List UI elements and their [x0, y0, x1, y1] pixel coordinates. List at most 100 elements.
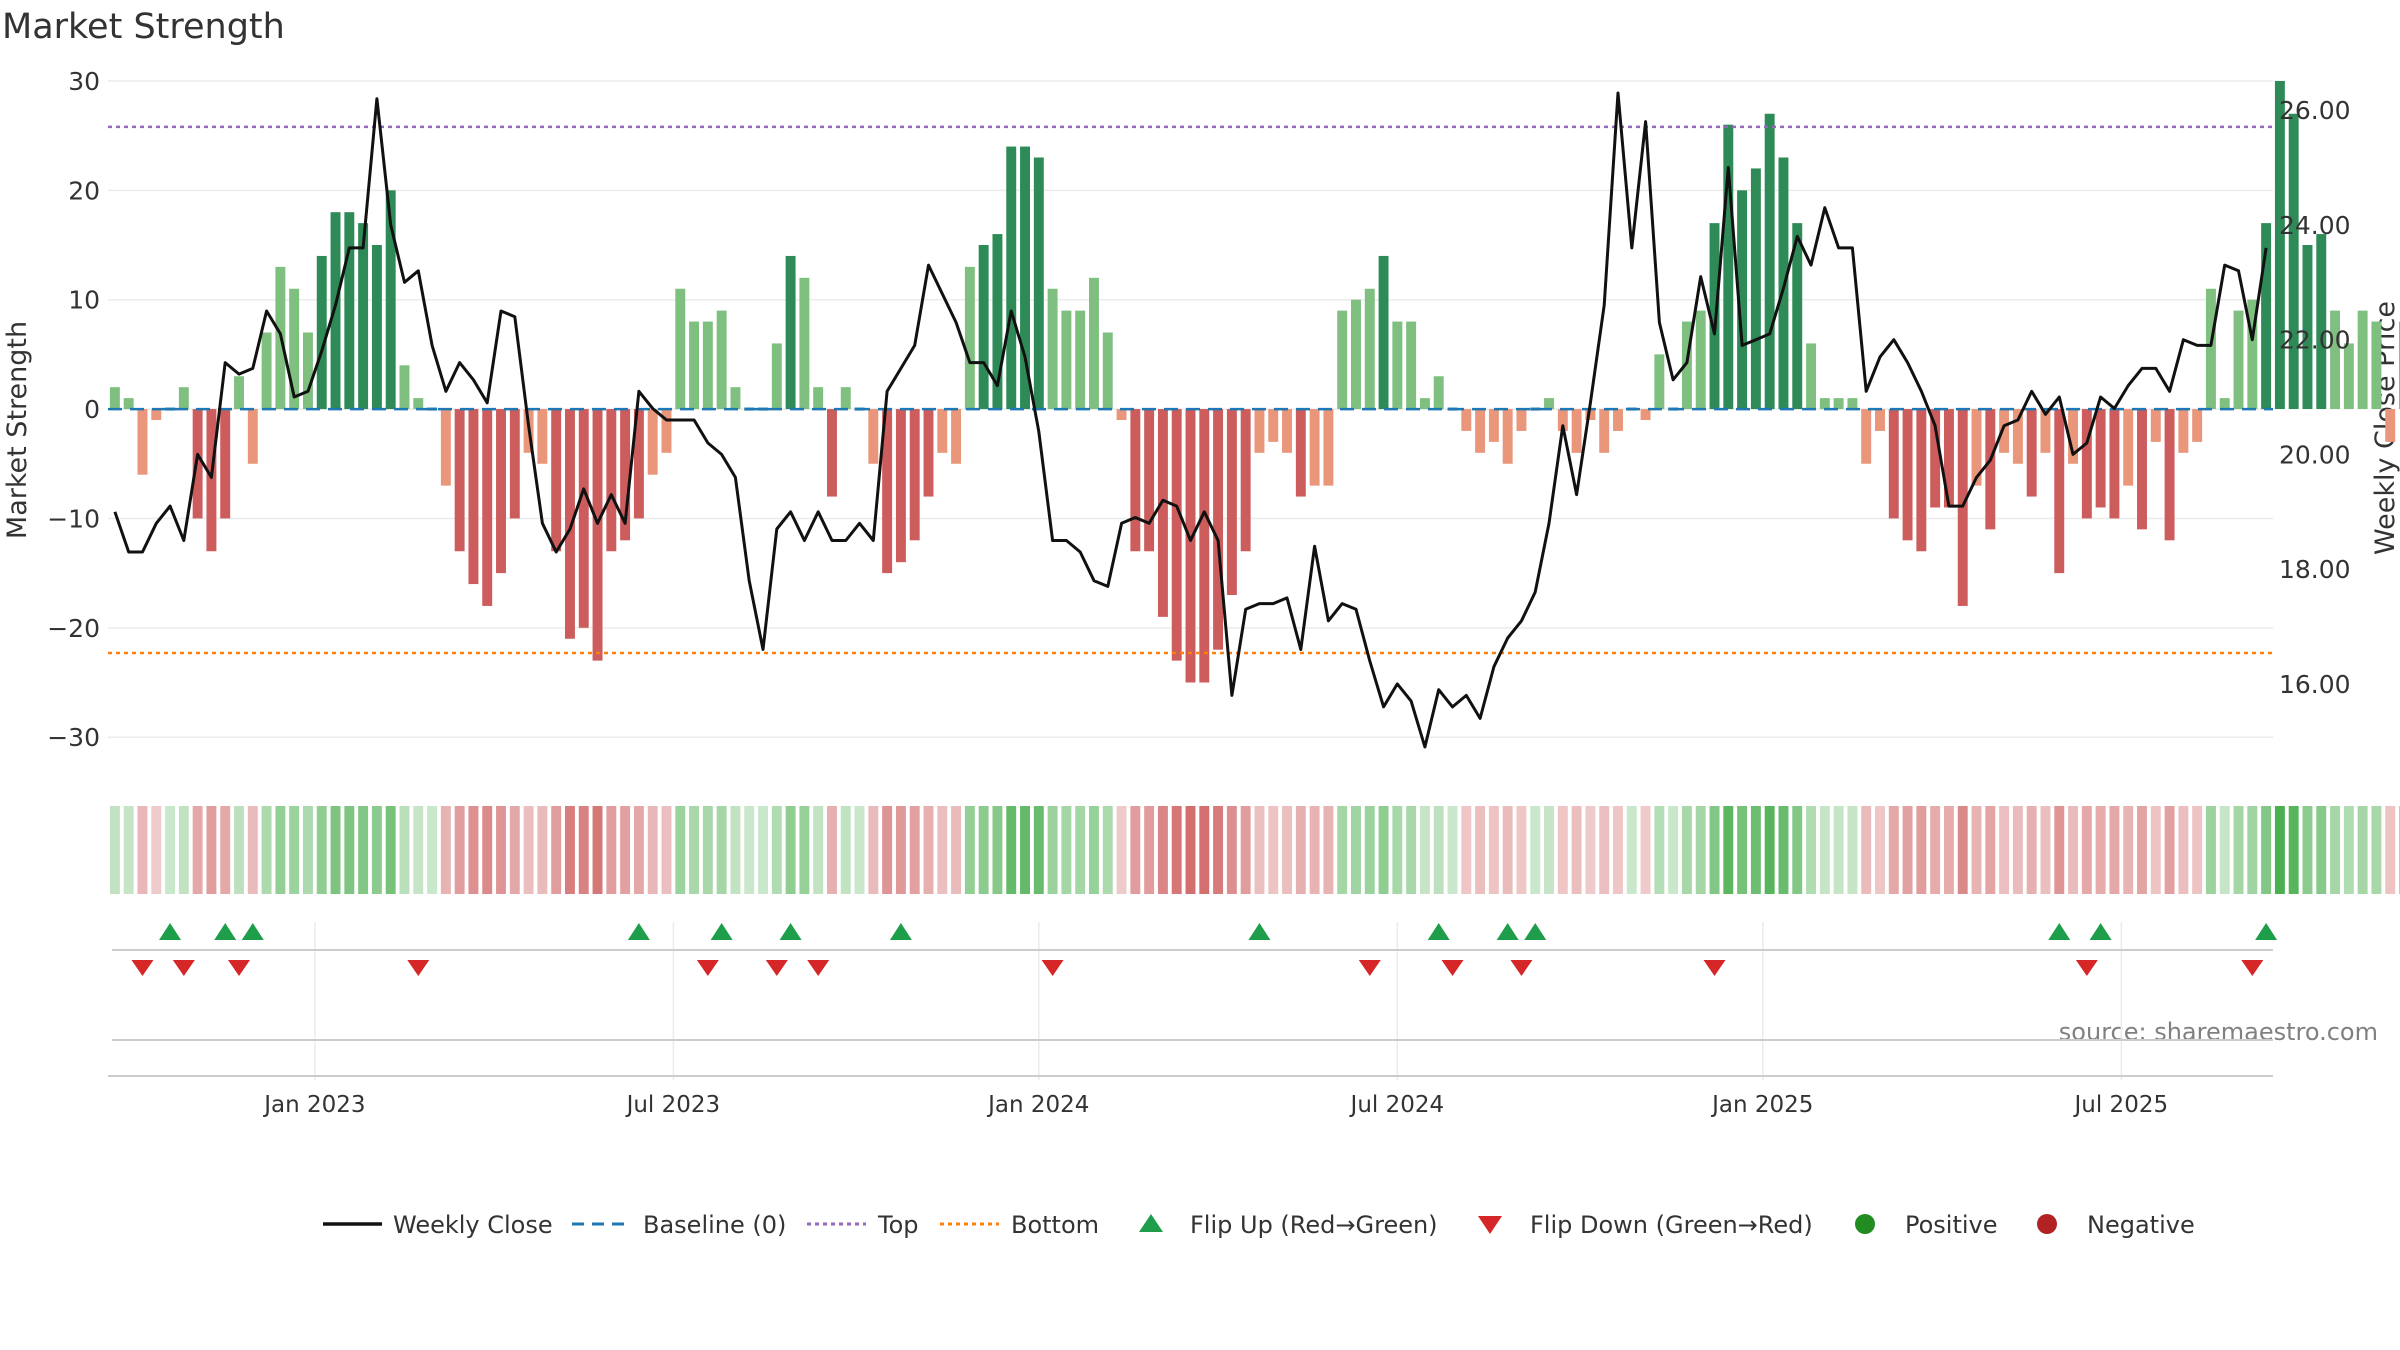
x-tick-label: Jan 2025: [1710, 1092, 1813, 1118]
legend-label: Flip Down (Green→Red): [1530, 1211, 1813, 1239]
strength-bar: [2385, 409, 2396, 442]
strength-bar: [2288, 113, 2299, 410]
strength-bar: [2150, 409, 2161, 442]
strength-bar: [427, 407, 438, 411]
flip-up-marker: [889, 923, 912, 940]
strength-bar: [1544, 398, 1554, 410]
heat-cell: [2026, 806, 2037, 894]
strength-bar: [537, 409, 548, 464]
heat-cell: [234, 806, 244, 894]
heat-cell: [1530, 806, 1541, 894]
heat-cell: [1502, 806, 1513, 894]
strength-bar: [647, 409, 658, 475]
y-tick-label: 0: [84, 395, 100, 424]
heat-cell: [606, 806, 617, 894]
flip-down-marker: [807, 960, 830, 976]
heat-cell: [730, 806, 741, 894]
heat-cell: [992, 806, 1003, 894]
strength-bar: [385, 190, 396, 410]
heat-cell: [330, 806, 341, 894]
heat-cell: [1406, 806, 1417, 894]
strength-bar: [868, 409, 879, 464]
heat-cell: [882, 806, 893, 894]
heat-cell: [2357, 806, 2368, 894]
flip-up-marker: [627, 923, 650, 940]
strength-bar: [1530, 407, 1541, 411]
strength-bar: [358, 223, 369, 410]
strength-bar: [551, 409, 562, 552]
strength-bar: [151, 409, 162, 420]
strength-bar: [620, 409, 631, 541]
heat-cell: [964, 806, 975, 894]
heat-cell: [1943, 806, 1954, 894]
strength-bar: [2178, 409, 2189, 453]
heat-cell: [854, 806, 865, 894]
heat-cell: [564, 806, 575, 894]
heat-cell: [1488, 806, 1499, 894]
heat-cell: [1323, 806, 1334, 894]
strength-bar: [964, 266, 975, 410]
heat-cell: [1447, 806, 1458, 894]
legend-label: Flip Up (Red→Green): [1190, 1211, 1438, 1239]
strength-bar: [1819, 398, 1830, 410]
heat-cell: [2123, 806, 2134, 894]
strength-bar: [2233, 310, 2244, 410]
strength-bar: [1130, 409, 1141, 552]
heat-cell: [1185, 806, 1196, 894]
heat-cell: [2343, 806, 2354, 894]
strength-bar: [978, 245, 989, 410]
legend-label: Positive: [1905, 1211, 1998, 1239]
heat-cell: [2274, 806, 2285, 894]
strength-bar: [1075, 310, 1086, 410]
strength-bar: [661, 409, 672, 453]
strength-bar: [2054, 409, 2065, 574]
heat-cell: [2137, 806, 2147, 894]
strength-bar: [2012, 409, 2023, 464]
source-label: source: sharemaestro.com: [2059, 1018, 2378, 1046]
strength-bar: [509, 409, 520, 519]
strength-bar: [730, 387, 741, 410]
strength-bar: [1695, 310, 1706, 410]
strength-bar: [371, 245, 382, 410]
heat-cell: [1378, 806, 1389, 894]
heat-cell: [1557, 806, 1568, 894]
flip-up-marker: [1524, 923, 1547, 940]
strength-bar: [2302, 245, 2313, 410]
heat-cell: [1654, 806, 1665, 894]
heat-cell: [1351, 806, 1361, 894]
heat-cell: [578, 806, 589, 894]
heat-cell: [2109, 806, 2120, 894]
heat-cell: [2288, 806, 2299, 894]
legend-label: Top: [877, 1211, 919, 1239]
heat-cell: [1847, 806, 1858, 894]
heat-cell: [937, 806, 948, 894]
heat-cell: [1930, 806, 1941, 894]
heat-cell: [1985, 806, 1996, 894]
flip-down-marker: [1703, 960, 1726, 976]
strength-bar: [1226, 409, 1237, 595]
y-tick-label: −10: [47, 504, 100, 533]
heat-cell: [1571, 806, 1582, 894]
heat-cell: [123, 806, 134, 894]
strength-bar: [1516, 409, 1527, 431]
strength-bar: [909, 409, 920, 541]
heat-cell: [1089, 806, 1099, 894]
heat-cell: [799, 806, 810, 894]
heat-cell: [220, 806, 231, 894]
strength-bar: [2192, 409, 2203, 442]
heat-cell: [1433, 806, 1444, 894]
strength-bar: [316, 255, 327, 410]
strength-bar: [220, 409, 231, 519]
strength-bar: [1806, 343, 1817, 410]
heat-cell: [2205, 806, 2216, 894]
strength-bar: [1681, 321, 1692, 410]
heat-cell: [1309, 806, 1320, 894]
flip-up-marker: [1248, 923, 1271, 940]
legend: Weekly Close Baseline (0) Top Bottom Flip Up…: [323, 1211, 2195, 1239]
strength-bar: [1047, 288, 1058, 410]
strength-bar: [1902, 409, 1913, 541]
heat-cell: [1750, 806, 1761, 894]
strength-bar: [413, 398, 424, 410]
strength-bar: [1254, 409, 1265, 453]
heat-cell: [771, 806, 782, 894]
